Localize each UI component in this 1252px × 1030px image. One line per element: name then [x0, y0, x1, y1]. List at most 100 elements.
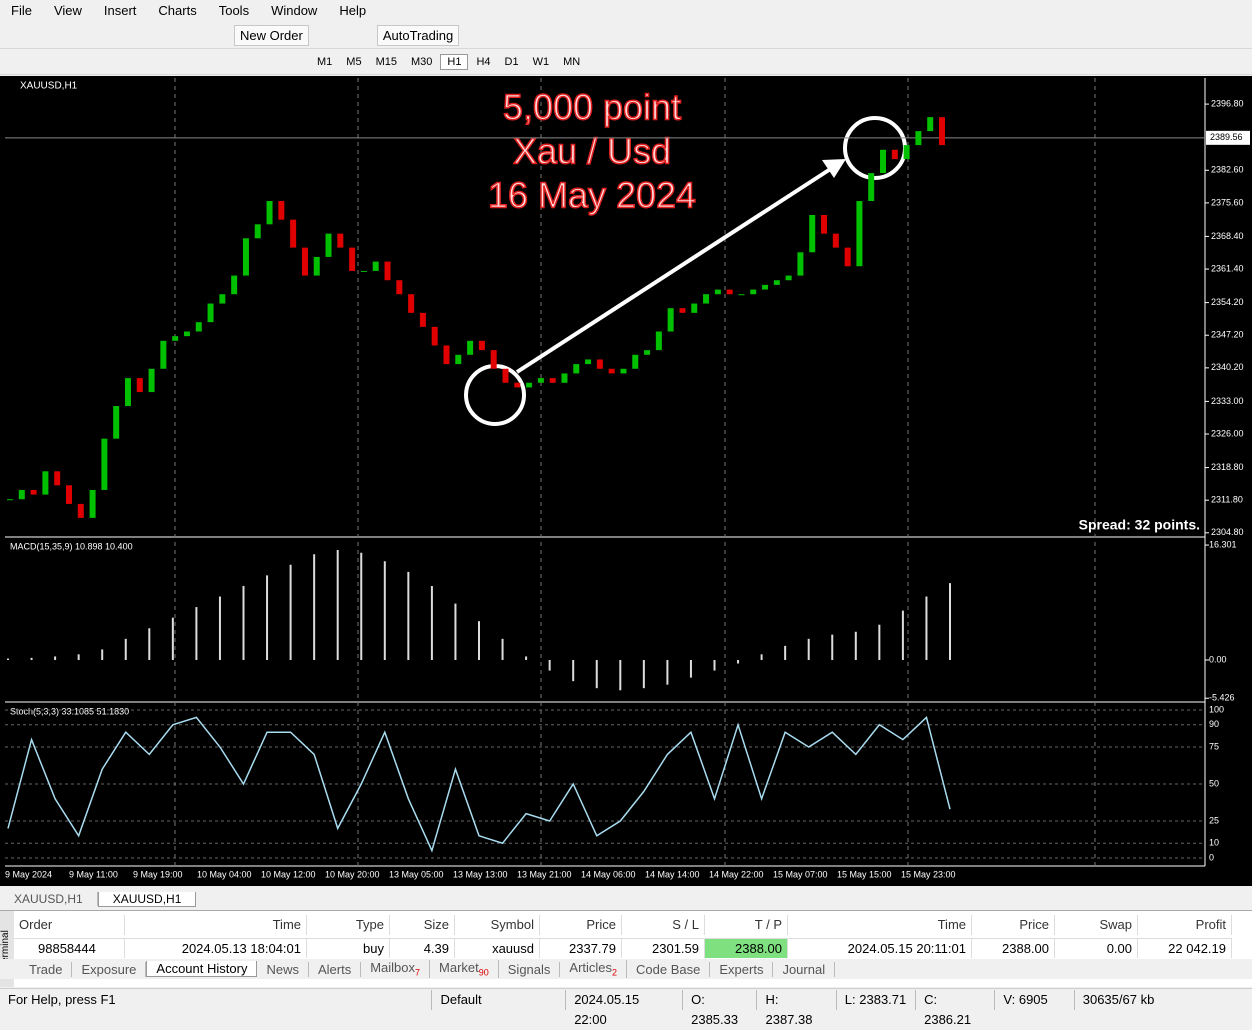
terminal-tab[interactable]: Journal [773, 961, 836, 977]
status-bar: For Help, press F1 Default 2024.05.15 22:0… [0, 988, 1252, 1027]
column-header[interactable]: Profit [1138, 915, 1232, 935]
menu-item[interactable]: Charts [158, 3, 197, 18]
column-header[interactable]: Size [390, 915, 455, 935]
column-header[interactable]: Price [540, 915, 622, 935]
time-label: 15 May 23:00 [901, 869, 956, 879]
timeframe-button[interactable]: H4 [476, 56, 491, 68]
status-item: V: 6905 [994, 989, 1073, 1010]
arrow-line [515, 166, 834, 374]
candle [927, 117, 934, 132]
candle [384, 261, 391, 281]
status-item: For Help, press F1 [8, 991, 116, 1007]
stoch-tick-label: 100 [1209, 704, 1224, 714]
terminal-tab[interactable]: Market90 [430, 960, 499, 978]
macd-tick-label: -5.426 [1209, 693, 1235, 703]
candle [691, 303, 698, 313]
terminal-tab[interactable]: Trade [20, 961, 73, 977]
candle [301, 247, 308, 276]
timeframe-button[interactable]: M1 [317, 56, 333, 68]
menu-bar: File View Insert Charts Tools Window Help [0, 0, 1252, 21]
price-tick-label: 2375.60 [1211, 197, 1244, 207]
menu-item[interactable]: View [53, 3, 82, 18]
time-label: 10 May 04:00 [197, 869, 252, 879]
timeframe-button[interactable]: D1 [504, 56, 519, 68]
terminal-tab[interactable]: Experts [710, 961, 774, 977]
terminal-tab[interactable]: Account History [146, 961, 258, 977]
candle [455, 354, 462, 365]
candle [596, 359, 603, 369]
chart-window: XAUUSD,H1 MACD(15,35,9) 10.898 10.400 St… [0, 76, 1252, 886]
terminal-tab[interactable]: News [257, 961, 309, 977]
column-header[interactable]: Time [125, 915, 307, 935]
terminal-tab[interactable]: Alerts [309, 961, 362, 977]
price-tick-label: 2347.20 [1211, 330, 1244, 340]
time-label: 13 May 05:00 [389, 869, 444, 879]
chart-symbol: XAUUSD,H1 [20, 81, 78, 92]
menu-item[interactable]: Window [271, 3, 318, 18]
column-header[interactable]: S / L [622, 915, 705, 935]
macd-label: MACD(15,35,9) 10.898 10.400 [10, 541, 133, 551]
chart-tab[interactable]: XAUUSD,H1 [97, 891, 197, 907]
timeframe-button[interactable]: MN [563, 56, 581, 68]
column-header[interactable]: Order [14, 915, 125, 935]
timeframe-button[interactable]: M15 [375, 56, 397, 68]
menu-item[interactable]: Tools [218, 3, 250, 18]
price-tick-label: 2304.80 [1211, 527, 1244, 537]
terminal-tab[interactable]: Articles2 [560, 960, 628, 978]
tab-badge: 7 [415, 967, 421, 978]
candle [750, 289, 757, 295]
timeframe-button[interactable]: W1 [532, 56, 550, 68]
annotation: 5,000 point Xau / Usd 16 May 2024 [487, 86, 697, 217]
candle [431, 326, 438, 346]
candle [514, 382, 521, 388]
time-label: 9 May 11:00 [69, 869, 118, 879]
menu-item[interactable]: File [11, 3, 32, 18]
tab-label: Trade [29, 961, 63, 977]
column-header[interactable]: Type [307, 915, 390, 935]
terminal-tab[interactable]: Signals [499, 961, 561, 977]
candle [655, 331, 662, 351]
chart-tab[interactable]: XAUUSD,H1 [0, 892, 98, 906]
tab-label: Experts [719, 961, 764, 977]
column-header[interactable]: Symbol [455, 915, 540, 935]
candle [65, 485, 72, 504]
terminal-tab[interactable]: Mailbox7 [361, 960, 431, 978]
spread-label: Spread: 32 points. [1079, 517, 1200, 533]
column-header[interactable]: Swap [1055, 915, 1138, 935]
price-tick-label: 2318.80 [1211, 462, 1244, 472]
terminal-tab[interactable]: Exposure [72, 961, 147, 977]
tab-label: Signals [507, 961, 551, 977]
candle [785, 275, 792, 281]
candle [644, 350, 651, 355]
time-label: 13 May 21:00 [517, 869, 572, 879]
timeframe-button[interactable]: M30 [410, 56, 433, 68]
candle [526, 382, 533, 388]
timeframe-button[interactable]: H1 [440, 54, 469, 70]
terminal-tab[interactable]: Code Base [627, 961, 711, 977]
candle [467, 340, 474, 355]
time-label: 14 May 22:00 [709, 869, 764, 879]
column-header[interactable]: Time [788, 915, 972, 935]
menu-item[interactable]: Help [339, 3, 367, 18]
timeframe-button[interactable]: M5 [346, 56, 362, 68]
candle [502, 368, 509, 383]
candle [443, 345, 450, 365]
table-cell: 2388.00 [705, 938, 788, 958]
candle [42, 471, 49, 495]
status-item: O: 2385.33 [682, 989, 756, 1027]
candle [254, 224, 261, 239]
table-cell: 22 042.19 [1138, 938, 1232, 958]
autotrading-button[interactable]: AutoTrading [376, 24, 460, 46]
status-item: Default [431, 989, 565, 1010]
time-label: 15 May 15:00 [837, 869, 892, 879]
candle [832, 233, 839, 248]
stoch-tick-label: 50 [1209, 778, 1219, 788]
candle [632, 354, 639, 369]
terminal-tabs: Trade Exposure Account History News Alerts Ma… [0, 959, 1252, 979]
candle [844, 247, 851, 267]
column-header[interactable]: Price [972, 915, 1055, 935]
new-order-button[interactable]: New Order [234, 24, 309, 46]
menu-item[interactable]: Insert [103, 3, 137, 18]
table-cell: 2024.05.13 18:04:01 [125, 938, 307, 958]
column-header[interactable]: T / P [705, 915, 788, 935]
